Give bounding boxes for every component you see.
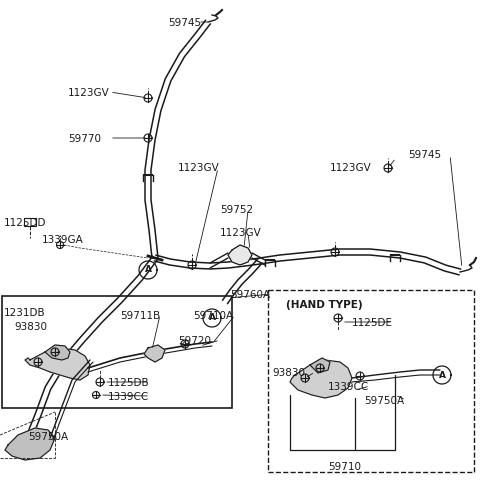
Text: 1339GA: 1339GA <box>42 235 84 245</box>
Text: 1125DD: 1125DD <box>4 218 47 228</box>
Text: 93830: 93830 <box>14 322 47 332</box>
Text: 1339CC: 1339CC <box>328 382 369 392</box>
Text: 59710A: 59710A <box>193 311 233 321</box>
Text: 1231DB: 1231DB <box>4 308 46 318</box>
Polygon shape <box>290 360 352 398</box>
Text: 59745: 59745 <box>408 150 441 160</box>
Polygon shape <box>25 348 90 380</box>
Text: 59752: 59752 <box>220 205 253 215</box>
Text: 1123GV: 1123GV <box>178 163 220 173</box>
Polygon shape <box>228 245 252 265</box>
Polygon shape <box>310 358 330 373</box>
Text: 1123GV: 1123GV <box>220 228 262 238</box>
Text: A: A <box>144 265 152 275</box>
Text: 59770: 59770 <box>68 134 101 144</box>
Text: 1125DE: 1125DE <box>352 318 393 328</box>
FancyBboxPatch shape <box>268 290 474 472</box>
Text: 1123GV: 1123GV <box>68 88 110 98</box>
Polygon shape <box>5 428 55 460</box>
Text: 1125DB: 1125DB <box>108 378 150 388</box>
FancyBboxPatch shape <box>2 296 232 408</box>
Polygon shape <box>144 345 165 362</box>
Text: 1123GV: 1123GV <box>330 163 372 173</box>
Text: (HAND TYPE): (HAND TYPE) <box>286 300 362 310</box>
Text: 59750A: 59750A <box>364 396 404 406</box>
Text: 59745: 59745 <box>168 18 201 28</box>
Text: 59711B: 59711B <box>120 311 160 321</box>
Text: 59750A: 59750A <box>28 432 68 442</box>
Text: A: A <box>439 370 445 379</box>
Text: 1339CC: 1339CC <box>108 392 149 402</box>
Text: 59710: 59710 <box>328 462 361 472</box>
Text: 59720: 59720 <box>178 336 211 346</box>
Text: 93830: 93830 <box>272 368 305 378</box>
Text: A: A <box>208 314 216 323</box>
Text: 59760A: 59760A <box>230 290 270 300</box>
Polygon shape <box>45 345 70 360</box>
